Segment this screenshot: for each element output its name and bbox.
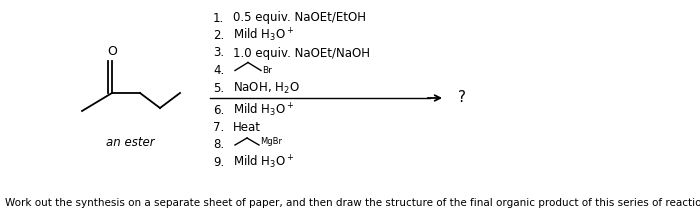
Text: 3.: 3. — [213, 46, 224, 60]
Text: O: O — [107, 45, 117, 58]
Text: MgBr: MgBr — [260, 137, 282, 146]
Text: ?: ? — [458, 91, 466, 106]
Text: Heat: Heat — [233, 121, 261, 134]
Text: Mild H$_3$O$^+$: Mild H$_3$O$^+$ — [233, 101, 295, 119]
Text: 1.: 1. — [213, 12, 224, 24]
Text: 6.: 6. — [213, 104, 224, 116]
Text: Mild H$_3$O$^+$: Mild H$_3$O$^+$ — [233, 154, 295, 171]
Text: 9.: 9. — [213, 156, 224, 169]
Text: 0.5 equiv. NaOEt/EtOH: 0.5 equiv. NaOEt/EtOH — [233, 12, 366, 24]
Text: 2.: 2. — [213, 29, 224, 42]
Text: 7.: 7. — [213, 121, 224, 134]
Text: Mild H$_3$O$^+$: Mild H$_3$O$^+$ — [233, 27, 295, 44]
Text: an ester: an ester — [106, 137, 154, 150]
Text: 1.0 equiv. NaOEt/NaOH: 1.0 equiv. NaOEt/NaOH — [233, 46, 370, 60]
Text: Work out the synthesis on a separate sheet of paper, and then draw the structure: Work out the synthesis on a separate she… — [5, 198, 700, 208]
Text: NaOH, H$_2$O: NaOH, H$_2$O — [233, 80, 300, 96]
Text: 4.: 4. — [213, 64, 224, 77]
Text: Br: Br — [262, 66, 272, 75]
Text: 5.: 5. — [213, 81, 224, 95]
Text: 8.: 8. — [213, 138, 224, 151]
